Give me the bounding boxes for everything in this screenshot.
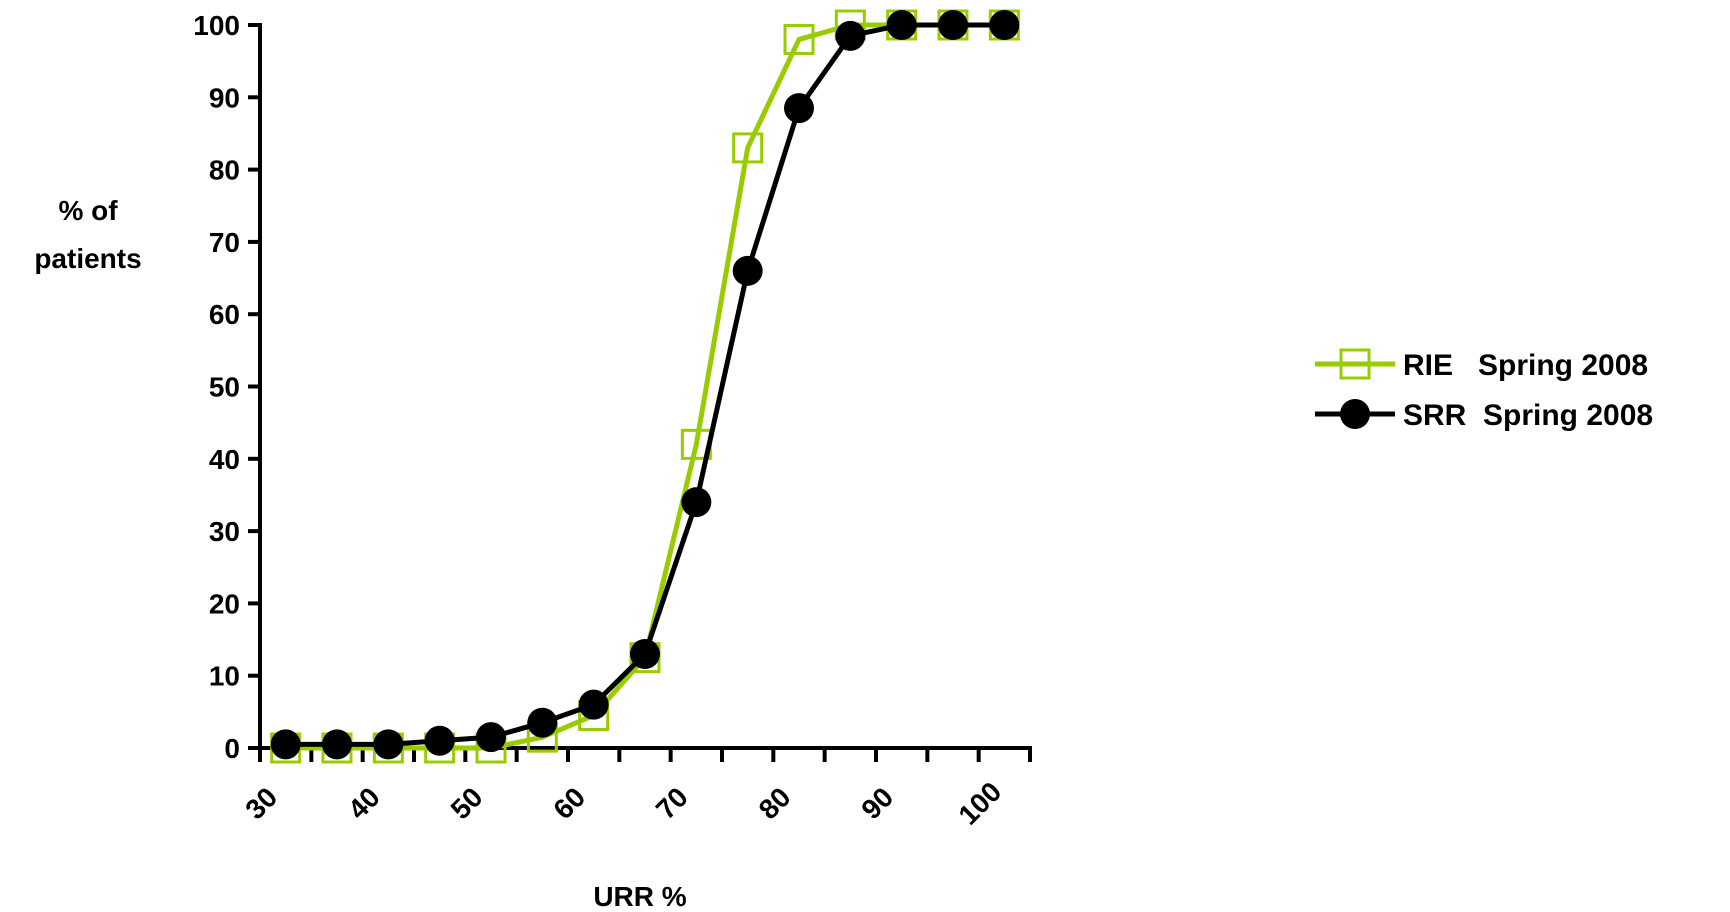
data-point-circle xyxy=(732,255,763,286)
legend-item-rie: RIE Spring 2008 xyxy=(1315,348,1648,382)
x-tick-label: 40 xyxy=(342,781,386,825)
data-point-circle xyxy=(835,20,866,51)
legend-item-srr: SRR Spring 2008 xyxy=(1315,399,1653,432)
data-point-circle xyxy=(630,639,660,670)
x-tick-label: 90 xyxy=(855,781,899,825)
data-point-circle xyxy=(578,689,609,720)
x-tick-label: 100 xyxy=(952,776,1007,831)
legend: RIE Spring 2008 SRR Spring 2008 xyxy=(1315,348,1653,432)
x-axis-title: URR % xyxy=(593,881,686,912)
data-point-circle xyxy=(886,10,917,40)
y-tick-label: 100 xyxy=(193,10,240,41)
data-point-circle xyxy=(1340,399,1370,429)
x-tick-label: 30 xyxy=(239,781,283,825)
data-point-circle xyxy=(527,707,558,738)
data-point-circle xyxy=(373,729,404,760)
y-tick-label: 50 xyxy=(209,372,240,403)
y-axis-title-line-2: patients xyxy=(34,243,141,274)
legend-label: RIE Spring 2008 xyxy=(1403,349,1648,382)
y-tick-label: 10 xyxy=(209,661,240,692)
data-point-square xyxy=(1339,348,1371,380)
data-point-square xyxy=(732,132,764,164)
data-point-circle xyxy=(270,729,301,760)
data-point-circle xyxy=(938,10,968,40)
data-point-square xyxy=(783,23,815,55)
series-layer xyxy=(270,9,1020,764)
data-point-circle xyxy=(322,729,352,760)
x-axis-ticks: 30 40 50 60 70 80 90 100 xyxy=(239,748,1032,831)
y-tick-label: 30 xyxy=(209,516,240,547)
y-tick-label: 70 xyxy=(209,227,240,258)
y-tick-label: 80 xyxy=(209,155,240,186)
data-point-circle xyxy=(681,487,712,518)
series-srr xyxy=(270,10,1020,760)
y-axis-title-line-1: % of xyxy=(58,195,118,226)
y-tick-label: 90 xyxy=(209,82,240,113)
x-tick-label: 50 xyxy=(445,781,489,825)
data-point-circle xyxy=(784,93,814,124)
y-tick-label: 20 xyxy=(209,588,240,619)
y-tick-label: 0 xyxy=(224,733,240,764)
data-point-circle xyxy=(476,722,506,753)
series-line xyxy=(285,22,1005,747)
data-point-circle xyxy=(424,725,455,756)
legend-label: SRR Spring 2008 xyxy=(1403,399,1653,432)
x-tick-label: 60 xyxy=(547,781,591,825)
y-axis-ticks: 0 10 20 30 40 50 60 70 80 90 100 xyxy=(193,10,260,764)
y-tick-label: 60 xyxy=(209,299,240,330)
x-tick-label: 80 xyxy=(753,781,797,825)
x-tick-label: 70 xyxy=(650,781,694,825)
y-tick-label: 40 xyxy=(209,444,240,475)
data-point-circle xyxy=(989,10,1020,40)
